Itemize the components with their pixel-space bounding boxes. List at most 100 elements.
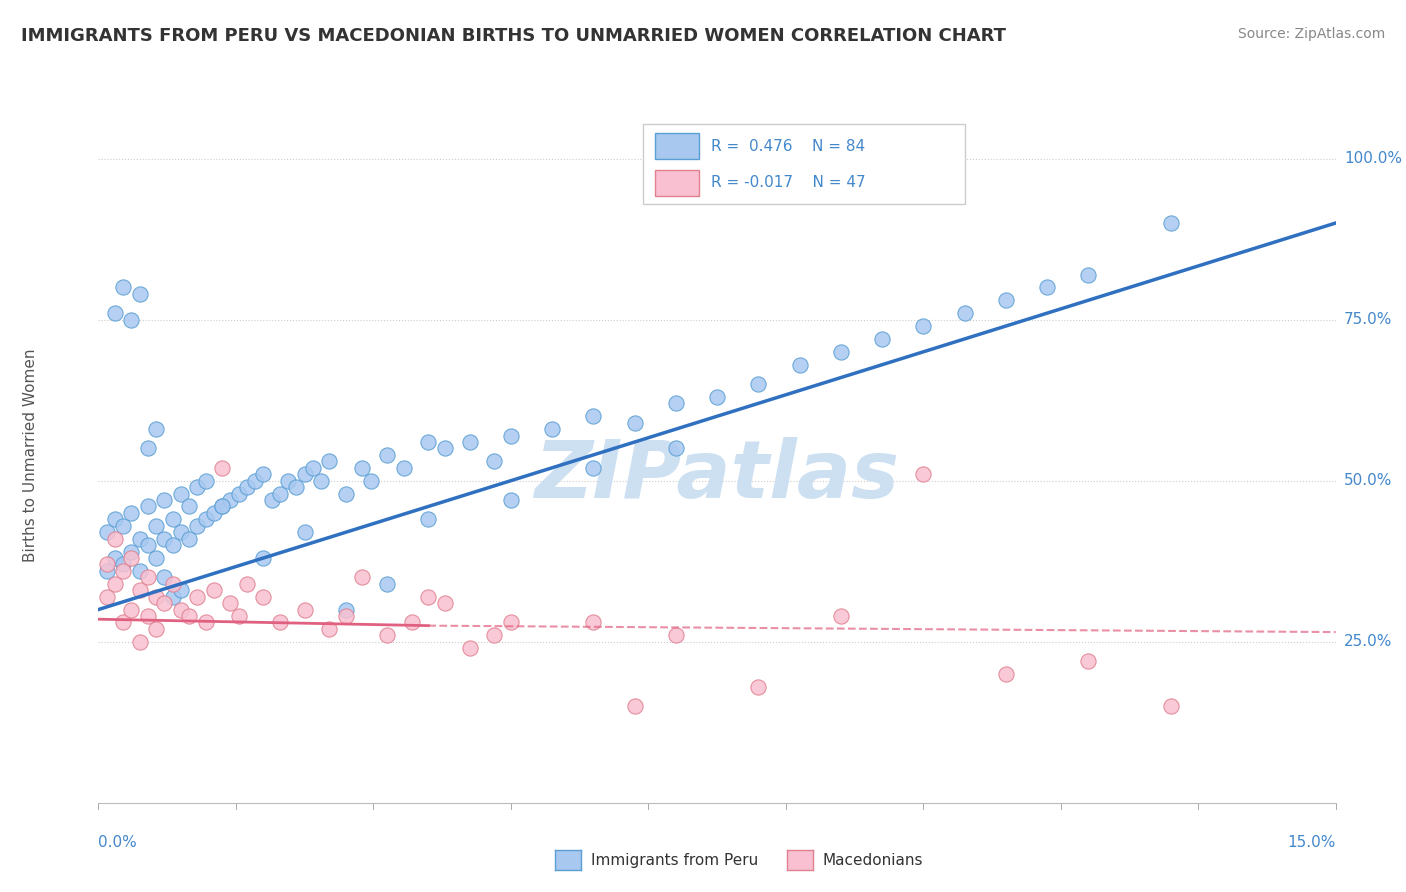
Point [202,583,225,598]
Point [128,564,150,578]
Point [352,460,374,475]
Point [252,590,274,604]
Point [252,467,274,482]
Point [104,551,127,566]
Point [104,532,127,546]
Text: Births to Unmarried Women: Births to Unmarried Women [22,348,38,562]
Point [747,377,769,392]
Point [375,448,398,462]
Point [96,564,118,578]
Point [953,306,976,320]
Text: R =  0.476    N = 84: R = 0.476 N = 84 [711,138,865,153]
Point [145,422,167,436]
Bar [655,169,699,196]
Point [202,506,225,520]
Point [186,518,208,533]
Point [302,460,325,475]
Point [433,596,456,610]
Point [120,602,142,616]
Point [179,609,201,624]
Point [1036,280,1059,294]
Point [112,280,135,294]
Text: 50.0%: 50.0% [1344,473,1392,488]
Point [96,525,118,540]
Point [1077,268,1099,282]
Point [706,390,728,404]
Point [153,493,176,508]
Point [582,460,605,475]
Point [375,576,398,591]
Text: 25.0%: 25.0% [1344,634,1392,649]
Point [285,480,308,494]
Point [665,396,688,410]
Point [458,641,481,656]
Text: 0.0%: 0.0% [98,835,138,850]
Bar [655,133,699,159]
Point [211,500,233,514]
Point [260,493,283,508]
Point [219,596,242,610]
Point [418,435,440,450]
Text: 75.0%: 75.0% [1344,312,1392,327]
Point [1160,216,1182,230]
Point [112,564,135,578]
Point [162,538,184,552]
Point [236,480,259,494]
Point [912,319,935,334]
Point [623,416,645,430]
Point [112,558,135,572]
Point [145,622,167,636]
Point [318,454,340,468]
Point [128,634,150,648]
Point [665,628,688,642]
Point [277,474,299,488]
Point [186,480,208,494]
FancyBboxPatch shape [643,124,965,204]
Point [128,583,150,598]
Point [120,506,142,520]
Text: Source: ZipAtlas.com: Source: ZipAtlas.com [1237,27,1385,41]
Point [128,286,150,301]
Point [136,538,159,552]
Point [145,590,167,604]
Point [994,667,1017,681]
Point [912,467,935,482]
Point [870,332,893,346]
Point [269,486,291,500]
Point [309,474,332,488]
Point [294,525,316,540]
Point [194,474,217,488]
Point [170,583,193,598]
Point [418,512,440,526]
Point [335,602,357,616]
Point [499,428,522,442]
Point [186,590,208,604]
Point [318,622,340,636]
Point [1077,654,1099,668]
Point [401,615,423,630]
Point [392,460,415,475]
Point [120,551,142,566]
Point [1160,699,1182,714]
Point [582,615,605,630]
Point [433,442,456,456]
Point [179,500,201,514]
Point [145,551,167,566]
Point [335,486,357,500]
Point [96,590,118,604]
Point [153,570,176,584]
Point [162,512,184,526]
Point [162,576,184,591]
Point [104,576,127,591]
Point [136,570,159,584]
Point [136,500,159,514]
Point [153,532,176,546]
Point [789,358,811,372]
Point [96,558,118,572]
Point [418,590,440,604]
Point [252,551,274,566]
Point [170,602,193,616]
Point [219,493,242,508]
Point [499,493,522,508]
Point [623,699,645,714]
